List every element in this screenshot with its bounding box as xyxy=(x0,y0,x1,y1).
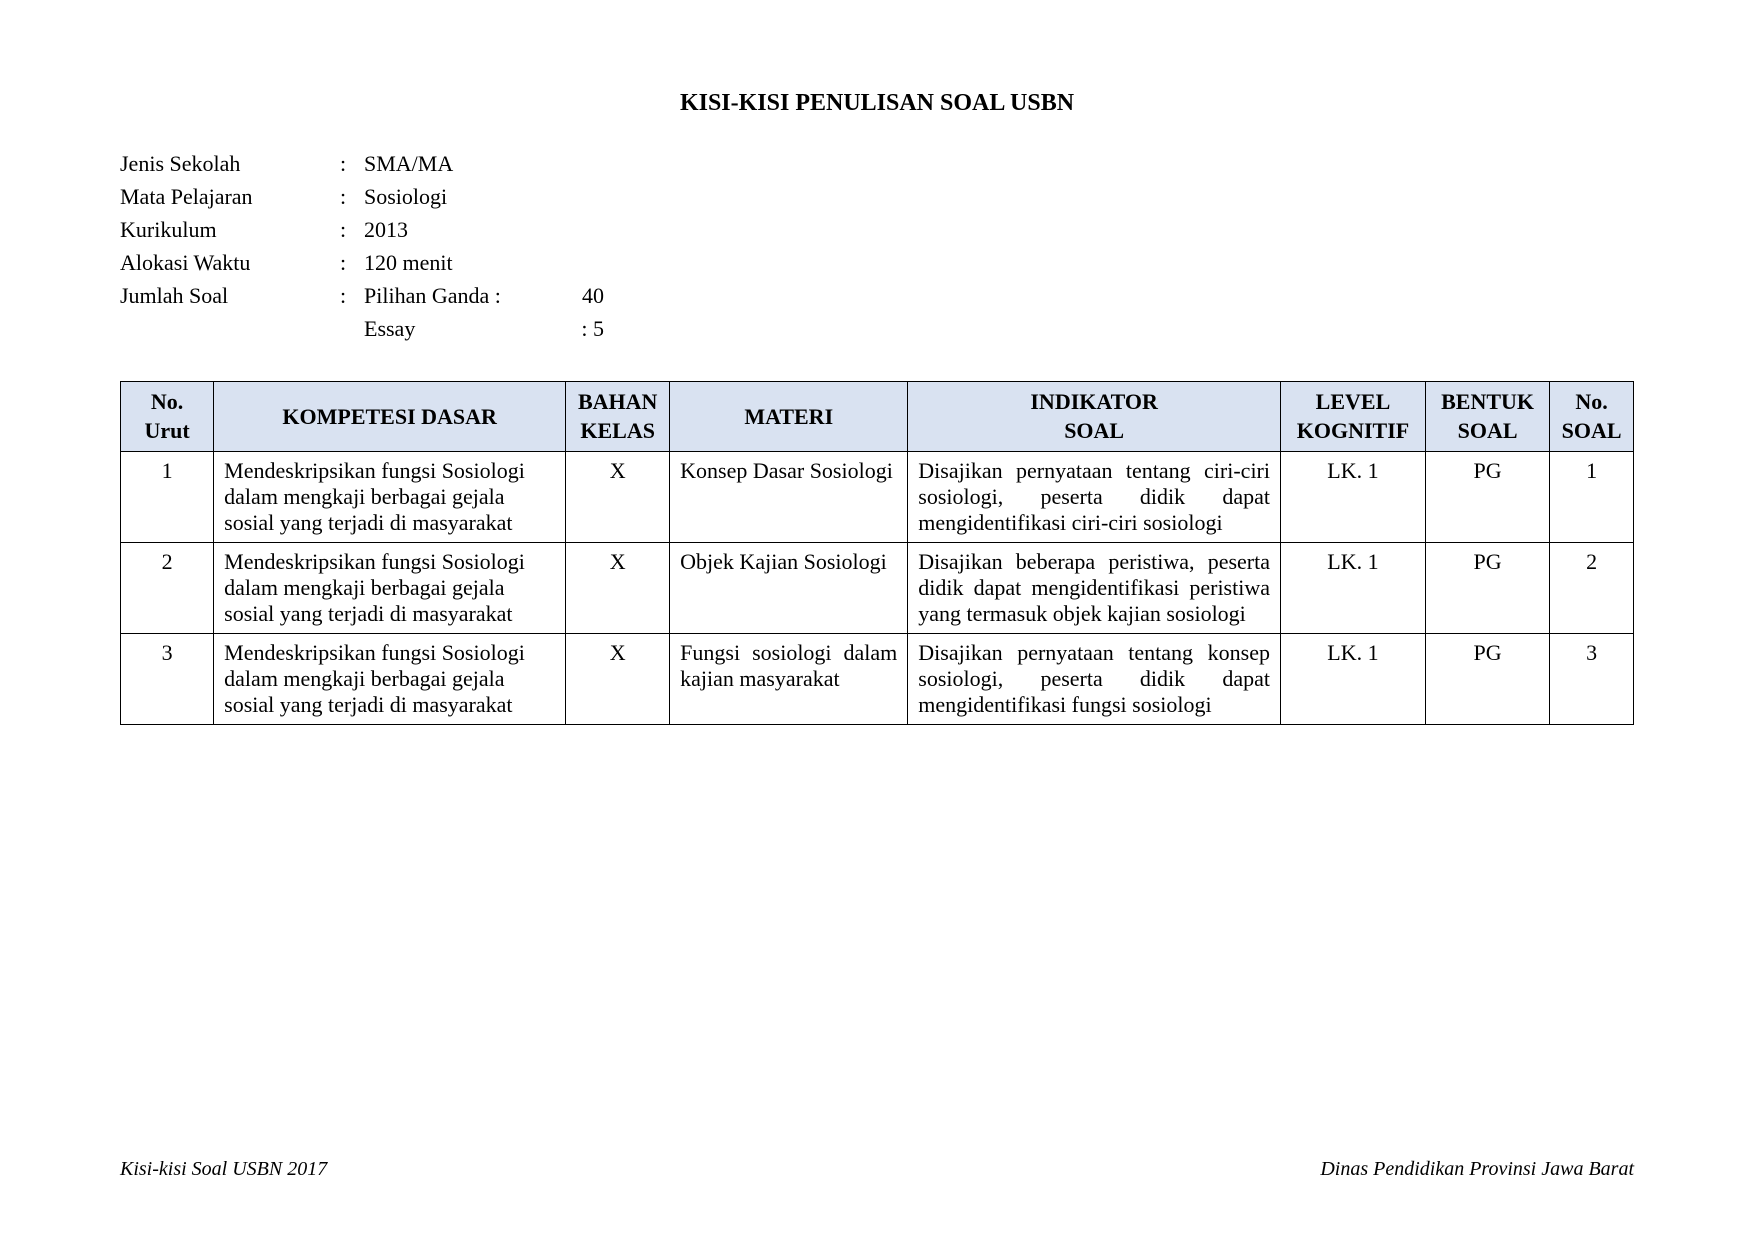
meta-label: Jenis Sekolah xyxy=(120,147,340,180)
meta-row-mata-pelajaran: Mata Pelajaran : Sosiologi xyxy=(120,180,1634,213)
cell-bahan: X xyxy=(566,452,670,543)
kisi-kisi-table: No. Urut KOMPETESI DASAR BAHAN KELAS MAT… xyxy=(120,381,1634,725)
cell-level: LK. 1 xyxy=(1281,452,1426,543)
footer-right: Dinas Pendidikan Provinsi Jawa Barat xyxy=(1320,1158,1634,1181)
cell-bentuk: PG xyxy=(1425,634,1549,725)
cell-no: 3 xyxy=(121,634,214,725)
cell-bahan: X xyxy=(566,634,670,725)
cell-level: LK. 1 xyxy=(1281,543,1426,634)
th-line: LEVEL xyxy=(1291,388,1415,417)
cell-bentuk: PG xyxy=(1425,452,1549,543)
th-no-urut: No. Urut xyxy=(121,382,214,452)
th-line: KOGNITIF xyxy=(1291,417,1415,446)
meta-colon: : xyxy=(340,147,364,180)
cell-indikator: Disajikan pernyataan tentang konsep sosi… xyxy=(908,634,1281,725)
cell-materi: Fungsi sosiologi dalam kajian masyarakat xyxy=(670,634,908,725)
meta-row-jumlah-soal: Jumlah Soal : Pilihan Ganda : 40 xyxy=(120,279,1634,312)
meta-value: 2013 xyxy=(364,213,1634,246)
th-line: SOAL xyxy=(1436,417,1539,446)
table-row: 2 Mendeskripsikan fungsi Sosiologi dalam… xyxy=(121,543,1634,634)
meta-colon-empty xyxy=(340,312,364,345)
th-bahan-kelas: BAHAN KELAS xyxy=(566,382,670,452)
meta-colon: : xyxy=(340,246,364,279)
meta-value: SMA/MA xyxy=(364,147,1634,180)
table-row: 1 Mendeskripsikan fungsi Sosiologi dalam… xyxy=(121,452,1634,543)
th-indikator-soal: INDIKATOR SOAL xyxy=(908,382,1281,452)
cell-kd: Mendeskripsikan fungsi Sosiologi dalam m… xyxy=(214,634,566,725)
th-kompetesi-dasar: KOMPETESI DASAR xyxy=(214,382,566,452)
cell-level: LK. 1 xyxy=(1281,634,1426,725)
cell-kd: Mendeskripsikan fungsi Sosiologi dalam m… xyxy=(214,452,566,543)
meta-colon: : xyxy=(340,279,364,312)
th-bentuk-soal: BENTUK SOAL xyxy=(1425,382,1549,452)
th-line: Urut xyxy=(131,417,203,446)
footer-left: Kisi-kisi Soal USBN 2017 xyxy=(120,1158,327,1181)
cell-materi: Konsep Dasar Sosiologi xyxy=(670,452,908,543)
cell-bahan: X xyxy=(566,543,670,634)
meta-essay-count: : 5 xyxy=(581,312,604,345)
meta-value: Essay : 5 xyxy=(364,312,1634,345)
metadata-block: Jenis Sekolah : SMA/MA Mata Pelajaran : … xyxy=(120,147,1634,345)
meta-label: Alokasi Waktu xyxy=(120,246,340,279)
cell-bentuk: PG xyxy=(1425,543,1549,634)
th-level-kognitif: LEVEL KOGNITIF xyxy=(1281,382,1426,452)
meta-value: 120 menit xyxy=(364,246,1634,279)
page-title: KISI-KISI PENULISAN SOAL USBN xyxy=(120,90,1634,117)
meta-pg-label: Pilihan Ganda : xyxy=(364,279,501,312)
meta-pg-count: 40 xyxy=(582,279,604,312)
cell-no-soal: 3 xyxy=(1550,634,1634,725)
th-line: KELAS xyxy=(576,417,659,446)
th-line: No. xyxy=(1560,388,1623,417)
table-row: 3 Mendeskripsikan fungsi Sosiologi dalam… xyxy=(121,634,1634,725)
meta-row-kurikulum: Kurikulum : 2013 xyxy=(120,213,1634,246)
meta-essay-label: Essay xyxy=(364,312,415,345)
meta-label-empty xyxy=(120,312,340,345)
meta-colon: : xyxy=(340,213,364,246)
th-line: SOAL xyxy=(918,417,1270,446)
meta-label: Jumlah Soal xyxy=(120,279,340,312)
cell-no-soal: 1 xyxy=(1550,452,1634,543)
meta-colon: : xyxy=(340,180,364,213)
cell-no: 2 xyxy=(121,543,214,634)
meta-label: Mata Pelajaran xyxy=(120,180,340,213)
meta-row-jenis-sekolah: Jenis Sekolah : SMA/MA xyxy=(120,147,1634,180)
table-head: No. Urut KOMPETESI DASAR BAHAN KELAS MAT… xyxy=(121,382,1634,452)
th-line: SOAL xyxy=(1560,417,1623,446)
page-footer: Kisi-kisi Soal USBN 2017 Dinas Pendidika… xyxy=(120,1158,1634,1181)
th-materi: MATERI xyxy=(670,382,908,452)
th-line: BAHAN xyxy=(576,388,659,417)
cell-no: 1 xyxy=(121,452,214,543)
th-line: INDIKATOR xyxy=(918,388,1270,417)
th-line: No. xyxy=(131,388,203,417)
table-body: 1 Mendeskripsikan fungsi Sosiologi dalam… xyxy=(121,452,1634,725)
meta-row-alokasi-waktu: Alokasi Waktu : 120 menit xyxy=(120,246,1634,279)
cell-materi: Objek Kajian Sosiologi xyxy=(670,543,908,634)
table-header-row: No. Urut KOMPETESI DASAR BAHAN KELAS MAT… xyxy=(121,382,1634,452)
cell-no-soal: 2 xyxy=(1550,543,1634,634)
cell-indikator: Disajikan pernyataan tentang ciri-ciri s… xyxy=(908,452,1281,543)
meta-value: Sosiologi xyxy=(364,180,1634,213)
meta-label: Kurikulum xyxy=(120,213,340,246)
document-page: KISI-KISI PENULISAN SOAL USBN Jenis Seko… xyxy=(0,0,1754,1241)
cell-kd: Mendeskripsikan fungsi Sosiologi dalam m… xyxy=(214,543,566,634)
th-no-soal: No. SOAL xyxy=(1550,382,1634,452)
th-line: BENTUK xyxy=(1436,388,1539,417)
meta-value: Pilihan Ganda : 40 xyxy=(364,279,1634,312)
meta-row-essay: Essay : 5 xyxy=(120,312,1634,345)
cell-indikator: Disajikan beberapa peristiwa, peserta di… xyxy=(908,543,1281,634)
